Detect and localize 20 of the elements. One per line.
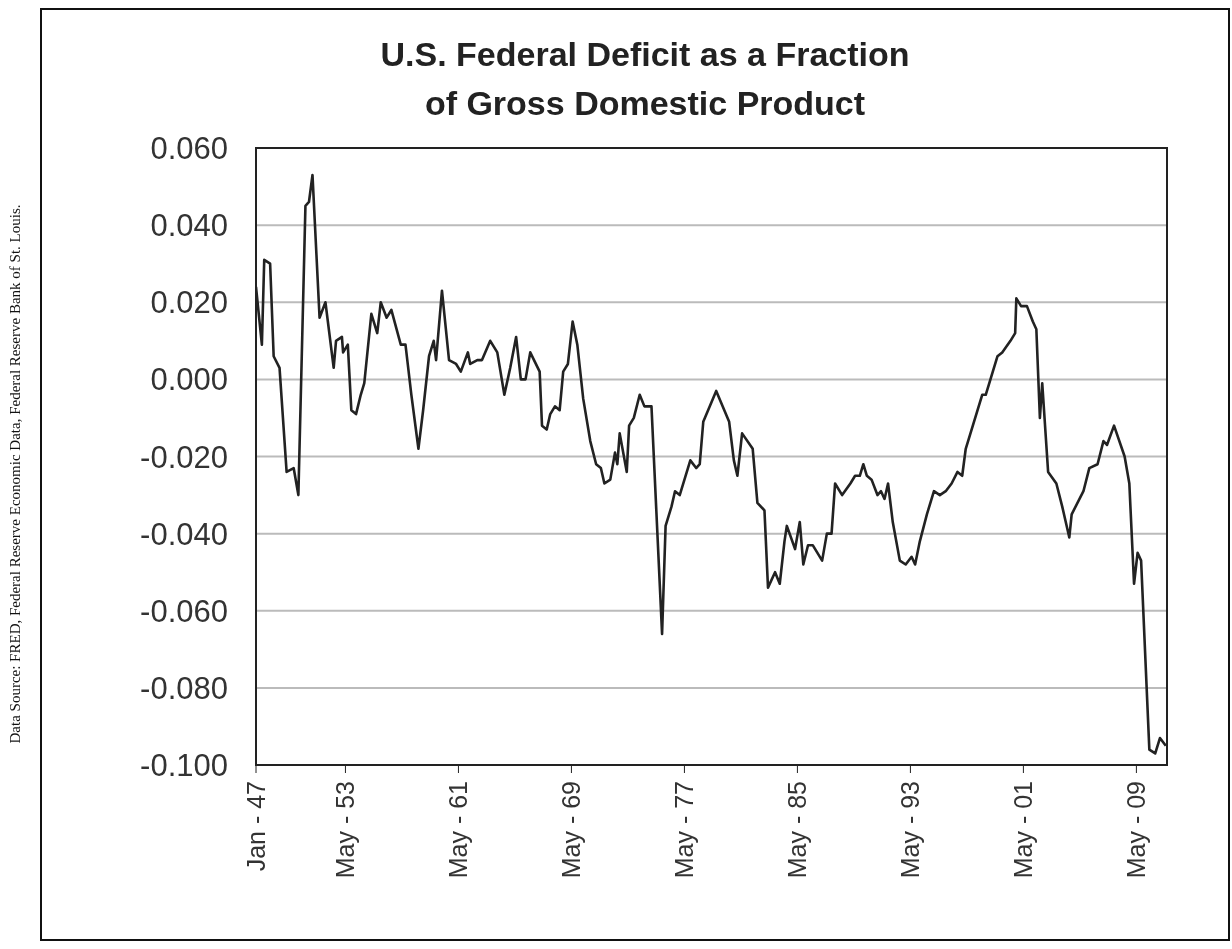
y-tick-label: -0.040: [140, 516, 228, 552]
x-tick-label: May - 53: [331, 781, 360, 879]
y-tick-label: 0.000: [150, 362, 228, 398]
chart-title: U.S. Federal Deficit as a Fraction of Gross Domestic Product: [379, 34, 911, 124]
x-tick-label: May - 09: [1122, 781, 1151, 879]
y-tick-label: 0.060: [150, 131, 228, 166]
y-tick-label: -0.100: [140, 748, 228, 783]
x-tick-label: May - 01: [1009, 781, 1038, 879]
x-tick-label: May - 69: [557, 781, 586, 879]
y-tick-label: -0.060: [140, 593, 228, 629]
x-tick-label: May - 77: [670, 781, 699, 879]
y-tick-label: 0.020: [150, 285, 228, 321]
x-tick-label: May - 85: [783, 781, 812, 879]
y-tick-label: 0.040: [150, 208, 228, 244]
x-tick-label: May - 61: [444, 781, 473, 879]
y-tick-label: -0.020: [140, 439, 228, 475]
x-tick-label: Jan - 47: [242, 781, 270, 872]
x-tick-label: May - 93: [896, 781, 925, 879]
y-tick-label: -0.080: [140, 670, 228, 706]
source-note: Data Source: FRED, Federal Reserve Economic Data, Federal Reserve Bank of St. Louis.: [6, 204, 24, 744]
